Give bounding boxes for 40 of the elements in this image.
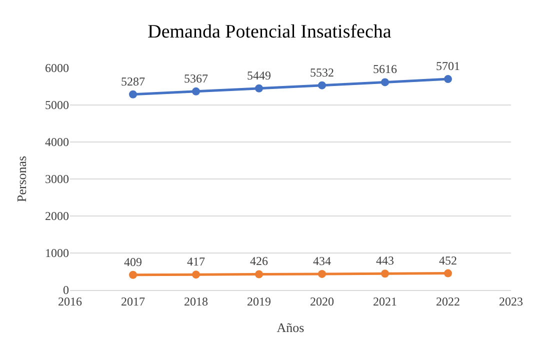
point xyxy=(444,269,452,278)
x-tick-label: 2018 xyxy=(184,294,208,308)
data-label: 434 xyxy=(313,254,331,268)
point xyxy=(192,87,200,96)
point xyxy=(318,81,326,90)
point xyxy=(129,90,137,98)
point xyxy=(444,75,452,84)
y-tick-label: 5000 xyxy=(45,98,69,112)
x-tick-label: 2020 xyxy=(310,294,334,308)
point xyxy=(255,270,263,278)
x-tick-label: 2017 xyxy=(121,294,145,308)
data-label: 5532 xyxy=(310,65,334,80)
point xyxy=(381,78,389,86)
x-tick-label: 2023 xyxy=(499,294,523,308)
point xyxy=(255,84,263,92)
data-label: 426 xyxy=(250,254,268,268)
chart-title: Demanda Potencial Insatisfecha xyxy=(148,21,392,42)
x-tick-label: 2019 xyxy=(247,294,271,308)
point xyxy=(318,270,326,278)
data-label: 5367 xyxy=(184,71,208,86)
y-tick-label: 6000 xyxy=(45,61,69,76)
x-tick-label: 2022 xyxy=(436,294,460,308)
data-label: 5701 xyxy=(436,59,460,74)
y-tick-label: 1000 xyxy=(45,246,69,260)
point xyxy=(129,270,137,279)
point xyxy=(381,270,389,278)
data-label: 417 xyxy=(187,254,205,269)
x-tick-label: 2021 xyxy=(373,294,397,308)
y-tick-label: 4000 xyxy=(45,135,69,150)
point xyxy=(192,270,200,279)
data-label: 5449 xyxy=(247,68,271,82)
x-axis-title: Años xyxy=(276,320,304,335)
data-label: 5616 xyxy=(373,62,397,76)
data-label: 443 xyxy=(376,254,394,268)
y-tick-label: 2000 xyxy=(45,209,69,224)
data-label: 409 xyxy=(124,254,142,269)
data-label: 452 xyxy=(439,253,457,268)
data-label: 5287 xyxy=(121,74,145,88)
y-tick-label: 3000 xyxy=(45,172,69,186)
y-axis-title: Personas xyxy=(14,156,29,202)
